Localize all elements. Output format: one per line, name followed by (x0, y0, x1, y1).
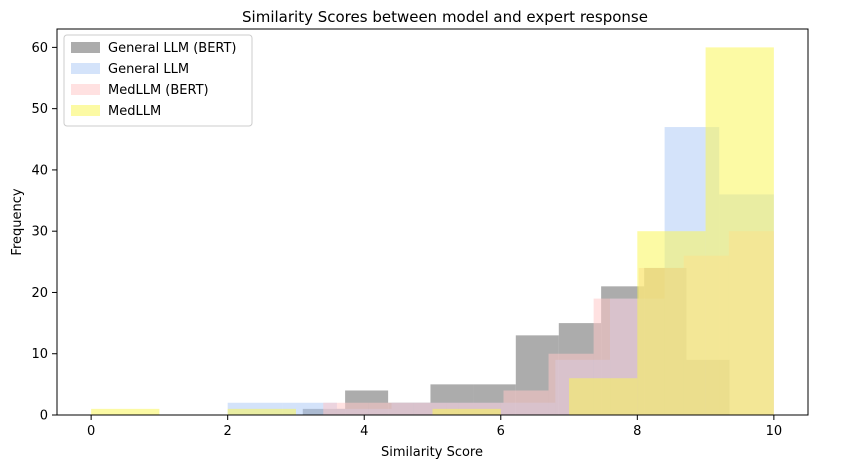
x-tick-label: 8 (633, 424, 641, 439)
x-axis-title: Similarity Score (381, 445, 483, 460)
y-tick-label: 10 (31, 347, 48, 362)
bar-series-3-bin-2 (227, 408, 296, 415)
legend-label-0: General LLM (BERT) (108, 41, 237, 56)
bar-series-3-bin-8 (637, 231, 706, 415)
x-tick-label: 6 (497, 424, 505, 439)
histogram-bars (91, 47, 774, 416)
y-tick-label: 30 (31, 225, 48, 240)
chart-title: Similarity Scores between model and expe… (242, 8, 648, 26)
bar-series-3-bin-5 (432, 408, 501, 415)
y-axis-title: Frequency (10, 188, 25, 255)
legend-label-1: General LLM (108, 62, 189, 77)
legend-label-2: MedLLM (BERT) (108, 83, 209, 98)
legend: General LLM (BERT) General LLM MedLLM (BER… (63, 34, 253, 127)
bar-series-2-bin-4 (503, 390, 549, 415)
bar-series-3-bin-7 (569, 378, 638, 415)
y-tick-label: 40 (31, 163, 48, 178)
bar-series-3-bin-9 (705, 47, 774, 415)
legend-swatch-3 (71, 105, 100, 116)
bar-series-3-bin-0 (91, 408, 160, 415)
legend-label-3: MedLLM (108, 104, 161, 119)
y-tick-label: 0 (40, 409, 48, 424)
y-tick-label: 50 (31, 102, 48, 117)
bar-series-2-bin-0 (323, 402, 369, 415)
y-tick-label: 20 (31, 286, 48, 301)
x-tick-label: 2 (224, 424, 232, 439)
plot-frame (56, 28, 809, 416)
x-axis-ticks: 0 2 4 6 8 10 (87, 415, 782, 439)
x-tick-label: 4 (360, 424, 368, 439)
bar-series-2-bin-1 (368, 402, 414, 415)
legend-swatch-1 (71, 63, 100, 74)
legend-frame (63, 34, 253, 127)
y-tick-label: 60 (31, 41, 48, 56)
y-axis-ticks: 0 10 20 30 40 50 60 (31, 41, 57, 424)
legend-swatch-0 (71, 42, 100, 53)
x-tick-label: 10 (766, 424, 783, 439)
x-tick-label: 0 (87, 424, 95, 439)
legend-swatch-2 (71, 84, 100, 95)
